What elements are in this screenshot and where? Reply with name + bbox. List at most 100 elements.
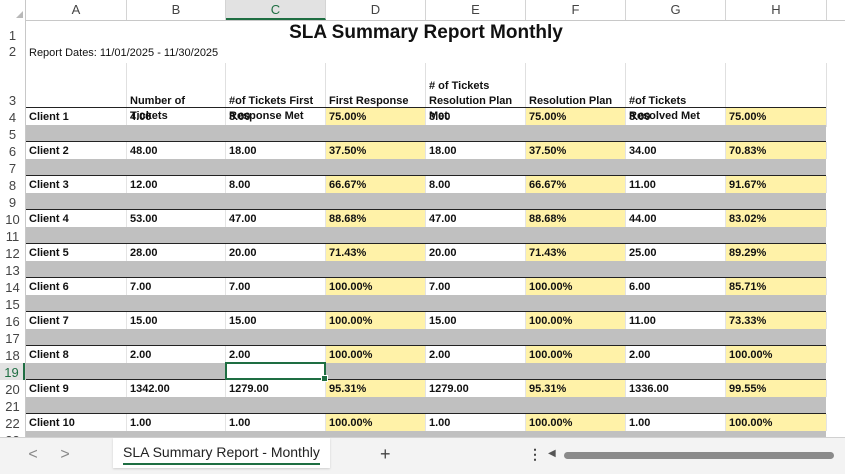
column-header-a[interactable]: A bbox=[26, 0, 127, 20]
value-cell[interactable]: 73.33% bbox=[726, 312, 827, 329]
column-title-2[interactable]: Number of Tickets bbox=[127, 63, 226, 127]
value-cell[interactable]: 95.31% bbox=[326, 380, 426, 397]
row-header-8[interactable]: 8 bbox=[8, 178, 17, 193]
value-cell[interactable]: 20.00 bbox=[426, 244, 526, 261]
client-name-cell[interactable]: Client 7 bbox=[26, 312, 127, 329]
client-name-cell[interactable]: Client 3 bbox=[26, 176, 127, 193]
value-cell[interactable]: 44.00 bbox=[626, 210, 726, 227]
row-header-3[interactable]: 3 bbox=[8, 93, 17, 108]
value-cell[interactable]: 11.00 bbox=[626, 176, 726, 193]
row-header-9[interactable]: 9 bbox=[8, 195, 17, 210]
next-sheet-button[interactable]: > bbox=[60, 446, 70, 463]
value-cell[interactable]: 37.50% bbox=[326, 142, 426, 159]
separator-row[interactable] bbox=[26, 329, 826, 346]
value-cell[interactable]: 7.00 bbox=[226, 278, 326, 295]
client-name-cell[interactable]: Client 8 bbox=[26, 346, 127, 363]
value-cell[interactable]: 100.00% bbox=[526, 346, 626, 363]
value-cell[interactable]: 100.00% bbox=[526, 414, 626, 431]
value-cell[interactable]: 100.00% bbox=[526, 312, 626, 329]
value-cell[interactable]: 3.00 bbox=[626, 108, 726, 125]
separator-row[interactable] bbox=[26, 227, 826, 244]
row-header-11[interactable]: 11 bbox=[5, 229, 20, 244]
client-name-cell[interactable]: Client 2 bbox=[26, 142, 127, 159]
column-header-f[interactable]: F bbox=[526, 0, 626, 20]
row-header-13[interactable]: 13 bbox=[5, 263, 20, 278]
value-cell[interactable]: 18.00 bbox=[426, 142, 526, 159]
value-cell[interactable]: 100.00% bbox=[726, 414, 827, 431]
row-header-10[interactable]: 10 bbox=[5, 212, 20, 227]
row-header-5[interactable]: 5 bbox=[8, 127, 17, 142]
row-header-6[interactable]: 6 bbox=[8, 144, 17, 159]
value-cell[interactable]: 34.00 bbox=[626, 142, 726, 159]
scrollbar-thumb[interactable] bbox=[564, 452, 834, 459]
separator-row[interactable] bbox=[26, 261, 826, 278]
row-header-1[interactable]: 1 bbox=[8, 28, 17, 43]
value-cell[interactable]: 91.67% bbox=[726, 176, 827, 193]
value-cell[interactable]: 85.71% bbox=[726, 278, 827, 295]
sheet-tab-sla-summary[interactable]: SLA Summary Report - Monthly bbox=[113, 438, 330, 468]
report-dates[interactable]: Report Dates: 11/01/2025 - 11/30/2025 bbox=[29, 47, 219, 59]
column-header-d[interactable]: D bbox=[326, 0, 426, 20]
value-cell[interactable]: 100.00% bbox=[326, 312, 426, 329]
value-cell[interactable]: 1.00 bbox=[626, 414, 726, 431]
column-title-3[interactable]: #of Tickets First Response Met bbox=[226, 63, 326, 127]
value-cell[interactable]: 1336.00 bbox=[626, 380, 726, 397]
row-header-20[interactable]: 20 bbox=[5, 382, 20, 397]
value-cell[interactable]: 100.00% bbox=[326, 278, 426, 295]
client-name-cell[interactable]: Client 10 bbox=[26, 414, 127, 431]
separator-row[interactable] bbox=[26, 159, 826, 176]
value-cell[interactable]: 7.00 bbox=[127, 278, 226, 295]
client-name-cell[interactable]: Client 4 bbox=[26, 210, 127, 227]
value-cell[interactable]: 2.00 bbox=[426, 346, 526, 363]
row-header-15[interactable]: 15 bbox=[5, 297, 20, 312]
row-header-18[interactable]: 18 bbox=[5, 348, 20, 363]
client-name-cell[interactable]: Client 6 bbox=[26, 278, 127, 295]
value-cell[interactable]: 83.02% bbox=[726, 210, 827, 227]
value-cell[interactable]: 15.00 bbox=[426, 312, 526, 329]
separator-row[interactable] bbox=[26, 363, 826, 380]
column-header-c[interactable]: C bbox=[226, 0, 326, 20]
selected-cell[interactable] bbox=[225, 362, 328, 382]
value-cell[interactable]: 53.00 bbox=[127, 210, 226, 227]
row-header-23[interactable]: 23 bbox=[0, 431, 25, 437]
value-cell[interactable]: 25.00 bbox=[626, 244, 726, 261]
value-cell[interactable]: 8.00 bbox=[226, 176, 326, 193]
report-title[interactable]: SLA Summary Report Monthly bbox=[289, 22, 563, 43]
value-cell[interactable]: 71.43% bbox=[326, 244, 426, 261]
value-cell[interactable]: 2.00 bbox=[226, 346, 326, 363]
value-cell[interactable]: 100.00% bbox=[326, 414, 426, 431]
value-cell[interactable]: 88.68% bbox=[326, 210, 426, 227]
value-cell[interactable]: 100.00% bbox=[526, 278, 626, 295]
separator-row[interactable] bbox=[26, 295, 826, 312]
value-cell[interactable]: 6.00 bbox=[626, 278, 726, 295]
column-header-h[interactable]: H bbox=[726, 0, 827, 20]
row-header-17[interactable]: 17 bbox=[5, 331, 20, 346]
client-name-cell[interactable]: Client 9 bbox=[26, 380, 127, 397]
value-cell[interactable]: 3.00 bbox=[226, 108, 326, 125]
value-cell[interactable]: 1279.00 bbox=[426, 380, 526, 397]
value-cell[interactable]: 100.00% bbox=[726, 346, 827, 363]
row-header-2[interactable]: 2 bbox=[8, 44, 17, 59]
value-cell[interactable]: 48.00 bbox=[127, 142, 226, 159]
value-cell[interactable]: 66.67% bbox=[326, 176, 426, 193]
value-cell[interactable]: 89.29% bbox=[726, 244, 827, 261]
value-cell[interactable]: 75.00% bbox=[726, 108, 827, 125]
row-header-21[interactable]: 21 bbox=[5, 399, 20, 414]
row-header-7[interactable]: 7 bbox=[8, 161, 17, 176]
client-name-cell[interactable]: Client 1 bbox=[26, 108, 127, 125]
value-cell[interactable]: 66.67% bbox=[526, 176, 626, 193]
value-cell[interactable]: 37.50% bbox=[526, 142, 626, 159]
value-cell[interactable]: 1.00 bbox=[127, 414, 226, 431]
value-cell[interactable]: 100.00% bbox=[326, 346, 426, 363]
scroll-left-icon[interactable]: ◀ bbox=[548, 448, 556, 459]
value-cell[interactable]: 18.00 bbox=[226, 142, 326, 159]
value-cell[interactable]: 28.00 bbox=[127, 244, 226, 261]
row-header-12[interactable]: 12 bbox=[5, 246, 20, 261]
value-cell[interactable]: 70.83% bbox=[726, 142, 827, 159]
cell-area[interactable]: SLA Summary Report Monthly Report Dates:… bbox=[26, 21, 845, 437]
value-cell[interactable]: 8.00 bbox=[426, 176, 526, 193]
add-sheet-button[interactable]: + bbox=[380, 444, 391, 464]
value-cell[interactable]: 1.00 bbox=[426, 414, 526, 431]
value-cell[interactable]: 20.00 bbox=[226, 244, 326, 261]
